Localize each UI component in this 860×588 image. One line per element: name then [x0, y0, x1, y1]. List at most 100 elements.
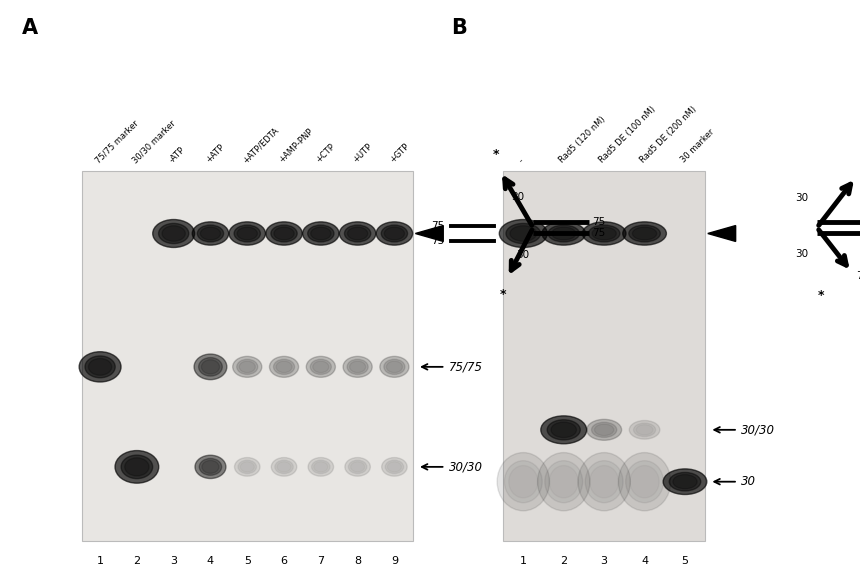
Ellipse shape	[385, 460, 403, 473]
Ellipse shape	[630, 420, 660, 439]
Ellipse shape	[382, 457, 407, 476]
Ellipse shape	[200, 227, 220, 240]
Ellipse shape	[313, 361, 329, 373]
Text: A: A	[22, 18, 38, 38]
Text: *: *	[493, 148, 500, 161]
Ellipse shape	[376, 222, 413, 245]
Ellipse shape	[592, 227, 617, 240]
Text: 1: 1	[519, 556, 527, 566]
Ellipse shape	[310, 359, 331, 375]
Ellipse shape	[201, 360, 219, 374]
Text: -ATP: -ATP	[168, 145, 187, 165]
Bar	[82, 171, 413, 541]
Text: *: *	[500, 288, 507, 301]
Ellipse shape	[345, 225, 371, 242]
Ellipse shape	[343, 356, 372, 377]
Text: +ATP: +ATP	[204, 143, 226, 165]
Text: 75: 75	[432, 236, 445, 246]
Ellipse shape	[588, 225, 620, 242]
Text: 2: 2	[560, 556, 568, 566]
Ellipse shape	[582, 222, 626, 245]
Text: B: B	[452, 18, 467, 38]
Ellipse shape	[384, 227, 404, 240]
Ellipse shape	[271, 457, 297, 476]
Ellipse shape	[542, 222, 586, 245]
Text: 4: 4	[641, 556, 648, 566]
Text: 75: 75	[592, 229, 605, 239]
Ellipse shape	[673, 475, 697, 489]
Ellipse shape	[592, 422, 617, 437]
Text: 30: 30	[516, 250, 529, 260]
Ellipse shape	[266, 222, 302, 245]
Text: 30: 30	[796, 193, 808, 203]
Text: 5: 5	[681, 556, 689, 566]
Ellipse shape	[237, 227, 257, 240]
Ellipse shape	[380, 356, 409, 377]
Ellipse shape	[193, 222, 229, 245]
Ellipse shape	[500, 219, 547, 248]
Ellipse shape	[311, 460, 330, 473]
Ellipse shape	[162, 226, 185, 241]
Ellipse shape	[275, 460, 293, 473]
Text: Rad5 (120 nM): Rad5 (120 nM)	[557, 115, 607, 165]
Ellipse shape	[276, 361, 292, 373]
Ellipse shape	[547, 420, 581, 440]
Ellipse shape	[234, 225, 261, 242]
Ellipse shape	[594, 424, 614, 436]
Text: 3: 3	[170, 556, 177, 566]
Text: 30/30 marker: 30/30 marker	[131, 118, 177, 165]
Ellipse shape	[308, 457, 334, 476]
Ellipse shape	[235, 457, 260, 476]
Ellipse shape	[384, 359, 405, 375]
Text: 8: 8	[354, 556, 361, 566]
Ellipse shape	[541, 416, 587, 444]
Text: Rad5 DE (200 nM): Rad5 DE (200 nM)	[638, 105, 698, 165]
Ellipse shape	[239, 361, 255, 373]
Text: 2: 2	[133, 556, 140, 566]
Text: Rad5 DE (100 nM): Rad5 DE (100 nM)	[598, 105, 658, 165]
Ellipse shape	[381, 225, 408, 242]
Ellipse shape	[632, 227, 657, 240]
Text: 4: 4	[207, 556, 214, 566]
Text: 30: 30	[741, 475, 756, 488]
Ellipse shape	[233, 356, 261, 377]
Ellipse shape	[551, 422, 576, 437]
Ellipse shape	[623, 222, 666, 245]
Text: 75/75: 75/75	[449, 360, 483, 373]
Ellipse shape	[271, 225, 298, 242]
Ellipse shape	[669, 472, 701, 491]
Text: 6: 6	[280, 556, 287, 566]
Ellipse shape	[506, 223, 541, 243]
Ellipse shape	[347, 359, 368, 375]
Text: 30/30: 30/30	[449, 460, 483, 473]
Text: 75/75 marker: 75/75 marker	[94, 118, 140, 165]
Ellipse shape	[197, 225, 224, 242]
Ellipse shape	[634, 423, 655, 436]
Ellipse shape	[551, 227, 576, 240]
Text: +ATP/EDTA: +ATP/EDTA	[241, 125, 280, 165]
Ellipse shape	[545, 460, 582, 503]
Ellipse shape	[200, 459, 222, 475]
Ellipse shape	[626, 460, 663, 503]
Text: 5: 5	[243, 556, 251, 566]
Ellipse shape	[153, 219, 194, 248]
Ellipse shape	[505, 460, 542, 503]
Polygon shape	[708, 226, 735, 242]
Ellipse shape	[195, 455, 226, 479]
Ellipse shape	[548, 225, 580, 242]
Text: 30 marker: 30 marker	[679, 128, 716, 165]
Polygon shape	[415, 226, 443, 242]
Ellipse shape	[586, 460, 623, 503]
Text: 75: 75	[592, 217, 605, 227]
Text: +GTP: +GTP	[388, 142, 411, 165]
Ellipse shape	[578, 453, 630, 511]
Ellipse shape	[386, 361, 402, 373]
Ellipse shape	[306, 356, 335, 377]
Ellipse shape	[345, 457, 371, 476]
Ellipse shape	[273, 359, 295, 375]
Text: *: *	[818, 289, 825, 302]
Ellipse shape	[194, 354, 227, 380]
Ellipse shape	[303, 222, 339, 245]
Ellipse shape	[347, 227, 368, 240]
Ellipse shape	[663, 469, 707, 495]
